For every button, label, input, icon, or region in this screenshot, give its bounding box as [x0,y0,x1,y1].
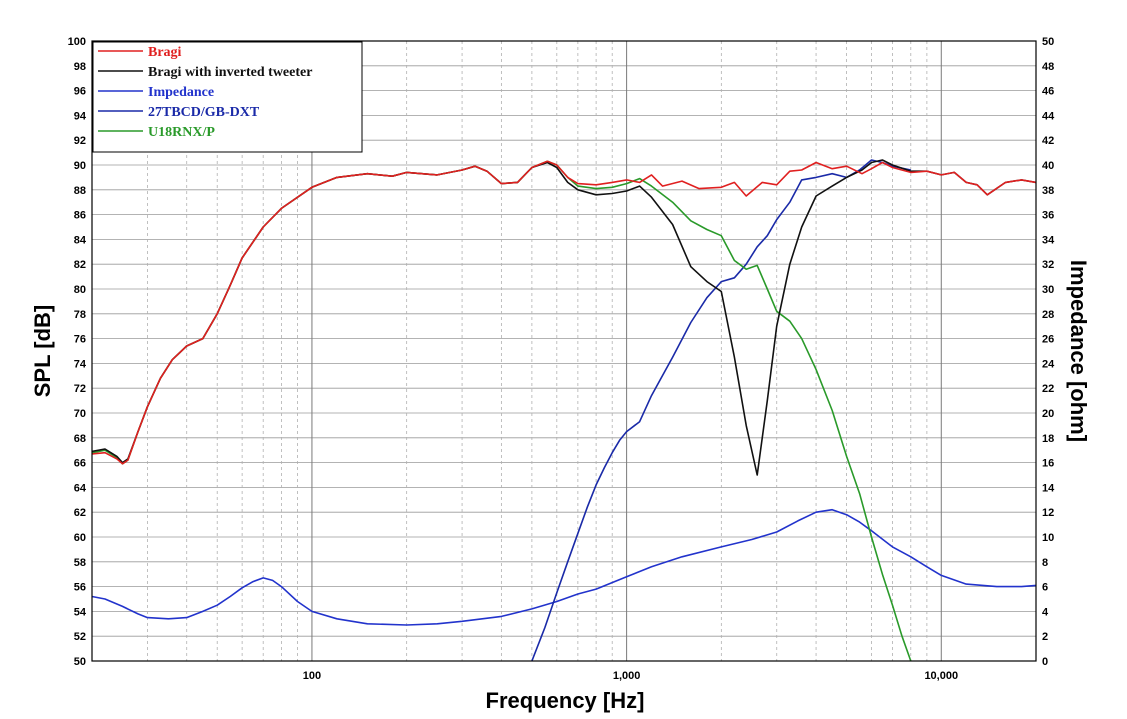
y2-axis-title: Impedance [ohm] [1066,260,1091,442]
y-tick-label: 94 [74,110,87,122]
y-tick-label: 84 [74,234,87,246]
legend-label: Bragi [148,45,182,60]
y2-tick-label: 48 [1042,61,1054,73]
y2-axis-ticks: 0246810121416182022242628303234363840424… [1042,36,1055,668]
x-axis-ticks: 100 1,000 10,000 [303,670,958,682]
y2-tick-label: 42 [1042,135,1054,147]
series-line-3 [531,159,911,662]
y-tick-label: 66 [74,458,86,470]
y2-tick-label: 26 [1042,334,1054,346]
y2-tick-label: 12 [1042,507,1054,519]
y-tick-label: 50 [74,656,86,668]
y2-tick-label: 30 [1042,284,1054,296]
series-line-0 [91,160,1037,465]
y-tick-label: 70 [74,408,86,420]
y-tick-label: 52 [74,631,86,643]
y-tick-label: 82 [74,259,86,271]
y-tick-label: 74 [74,358,87,370]
y-tick-label: 90 [74,160,86,172]
series-line-2 [91,508,1037,626]
legend-label: Impedance [148,85,214,100]
y-axis-title: SPL [dB] [30,305,55,397]
y2-tick-label: 50 [1042,36,1054,48]
y2-tick-label: 8 [1042,557,1048,569]
y2-tick-label: 32 [1042,259,1054,271]
y2-tick-label: 20 [1042,408,1054,420]
legend-label: U18RNX/P [148,125,215,140]
y2-tick-label: 16 [1042,458,1054,470]
legend-label: Bragi with inverted tweeter [148,65,312,80]
y-tick-label: 86 [74,210,86,222]
series-layer [91,159,1037,662]
y-tick-label: 88 [74,185,86,197]
grid [91,40,1037,662]
y2-tick-label: 0 [1042,656,1048,668]
y-tick-label: 60 [74,532,86,544]
y-tick-label: 92 [74,135,86,147]
x-tick-label: 1,000 [613,670,641,682]
y-tick-label: 56 [74,582,86,594]
y-tick-label: 64 [74,482,87,494]
x-axis-title: Frequency [Hz] [486,688,645,713]
y-axis-ticks: 50 52 54 56 58 60 62 64 66 68 70 72 74 76 78 80 82 84 86 88… [68,36,87,668]
y-tick-label: 58 [74,557,86,569]
y2-tick-label: 28 [1042,309,1054,321]
y2-tick-label: 44 [1042,110,1055,122]
y2-tick-label: 34 [1042,234,1055,246]
y-tick-label: 100 [68,36,86,48]
y2-tick-label: 4 [1042,606,1049,618]
y-tick-label: 72 [74,383,86,395]
plot-frame [91,40,1037,662]
y2-tick-label: 2 [1042,631,1048,643]
x-tick-label: 100 [303,670,321,682]
legend-label: 27TBCD/GB-DXT [148,105,260,120]
y-tick-label: 98 [74,61,86,73]
y-tick-label: 78 [74,309,86,321]
y2-tick-label: 40 [1042,160,1054,172]
legend-box [92,41,363,153]
y-tick-label: 96 [74,86,86,98]
y-tick-label: 80 [74,284,86,296]
x-tick-label: 10,000 [924,670,958,682]
y2-tick-label: 24 [1042,358,1055,370]
legend: Bragi Bragi with inverted tweeter Impedanc… [92,41,363,153]
y2-tick-label: 36 [1042,210,1054,222]
y2-tick-label: 6 [1042,582,1048,594]
y-tick-label: 68 [74,433,86,445]
y-tick-label: 76 [74,334,86,346]
y-tick-label: 54 [74,606,87,618]
y2-tick-label: 14 [1042,482,1055,494]
y2-tick-label: 22 [1042,383,1054,395]
y-tick-label: 62 [74,507,86,519]
y2-tick-label: 46 [1042,86,1054,98]
y2-tick-label: 10 [1042,532,1054,544]
y2-tick-label: 18 [1042,433,1054,445]
y2-tick-label: 38 [1042,185,1054,197]
